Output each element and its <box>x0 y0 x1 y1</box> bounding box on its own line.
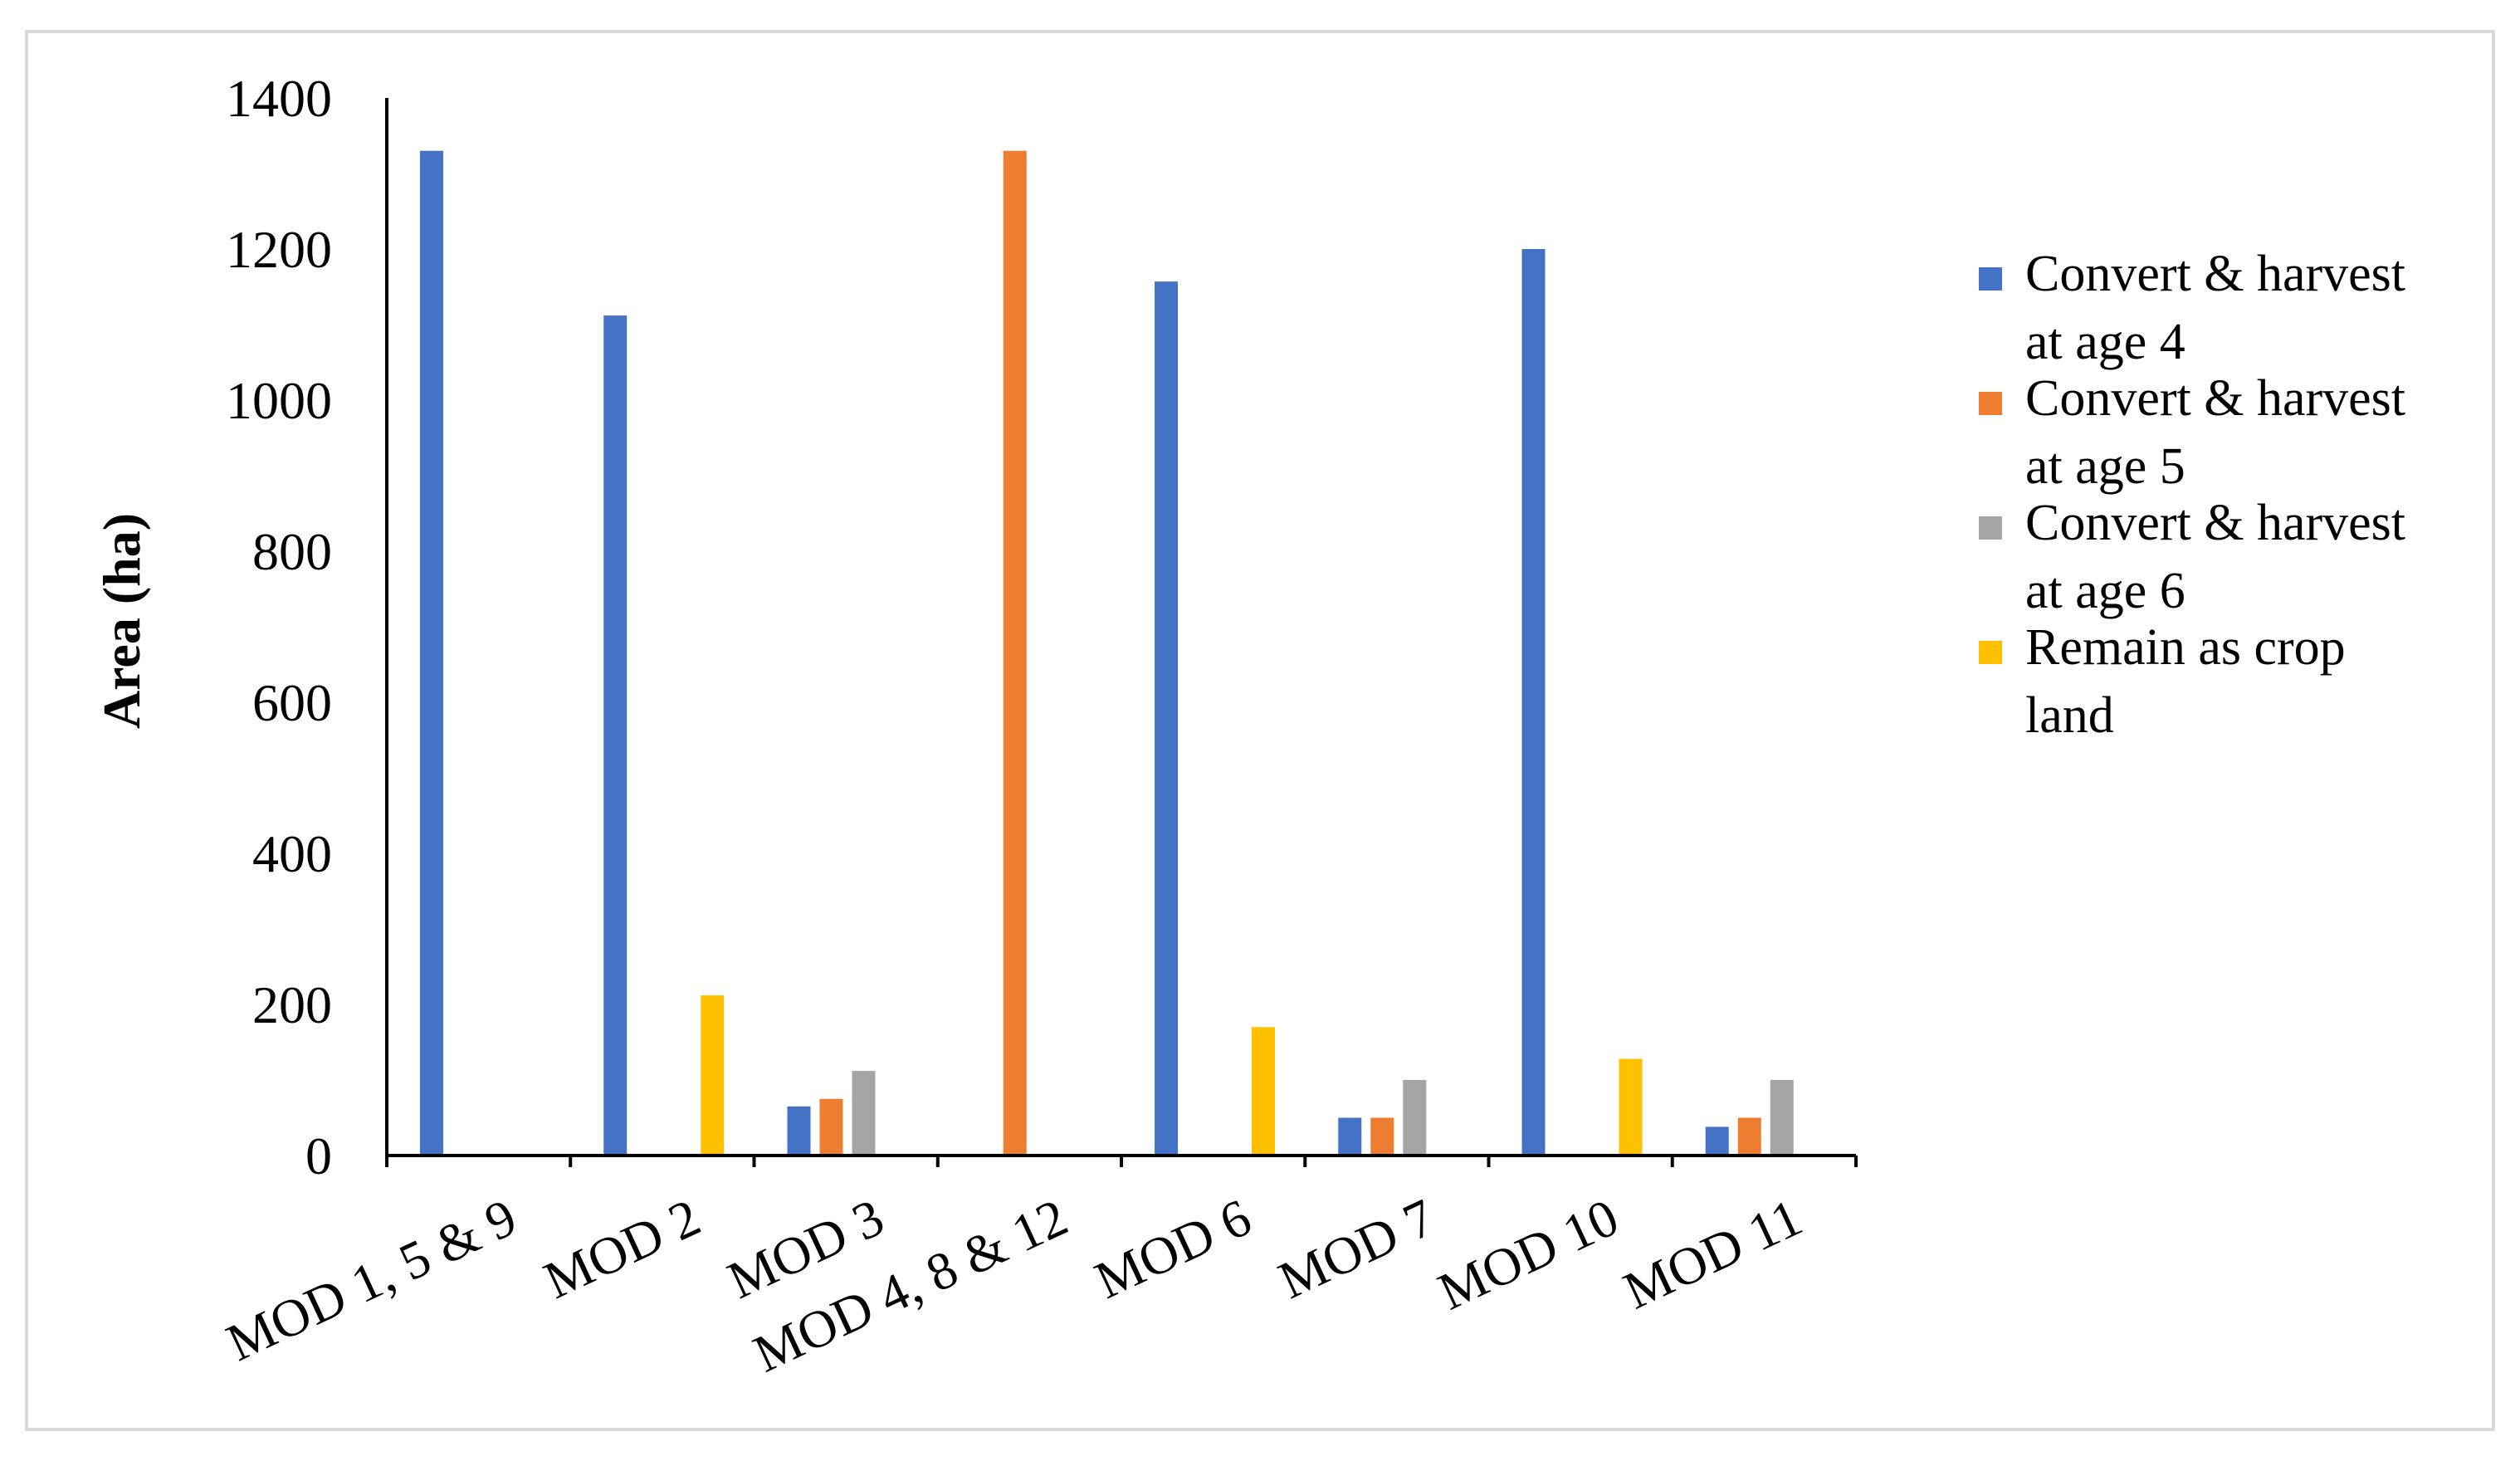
bar <box>701 995 725 1156</box>
bar <box>819 1098 843 1156</box>
legend-label: land <box>2025 687 2114 744</box>
bar <box>1155 281 1178 1156</box>
x-tick-label: MOD 7 <box>1270 1187 1443 1310</box>
bar <box>787 1106 811 1156</box>
y-tick-label: 0 <box>305 1126 332 1185</box>
bar <box>1737 1117 1761 1156</box>
y-tick-label: 1200 <box>226 220 332 279</box>
legend-label: at age 6 <box>2025 563 2185 619</box>
bar <box>420 150 443 1156</box>
legend-swatch <box>1979 392 2002 415</box>
legend-label: Convert & harvest <box>2025 370 2405 427</box>
legend-swatch <box>1979 516 2002 540</box>
y-tick-label: 600 <box>252 673 332 732</box>
x-tick-label: MOD 6 <box>1087 1187 1260 1310</box>
axes-group <box>385 98 1858 1167</box>
bar <box>1370 1117 1394 1156</box>
bar <box>603 315 628 1156</box>
legend-label: Convert & harvest <box>2025 246 2405 302</box>
bar <box>1003 150 1027 1156</box>
y-tick-label: 400 <box>252 824 332 883</box>
bars-group <box>420 150 1794 1156</box>
bar <box>1770 1080 1794 1156</box>
y-tick-label: 1000 <box>226 371 332 430</box>
x-tick-label: MOD 1, 5 & 9 <box>218 1187 525 1372</box>
y-tick-label: 800 <box>252 522 332 581</box>
bar <box>1403 1080 1427 1156</box>
legend-swatch <box>1979 267 2002 291</box>
legend-label: Convert & harvest <box>2025 495 2405 551</box>
y-axis-title: Area (ha) <box>92 513 151 729</box>
y-ticks-group: 0 200 400 600 800 1000 1200 1400 <box>226 69 332 1185</box>
legend-label: Remain as crop <box>2025 619 2346 676</box>
legend-label: at age 5 <box>2025 438 2185 495</box>
bar <box>1338 1117 1362 1156</box>
y-tick-label: 200 <box>252 975 332 1034</box>
bar <box>852 1071 876 1156</box>
legend-swatch <box>1979 641 2002 664</box>
x-tick-label: MOD 11 <box>1615 1187 1811 1320</box>
bar <box>1705 1126 1729 1156</box>
bar <box>1619 1058 1643 1156</box>
y-tick-label: 1400 <box>226 69 332 128</box>
x-tick-label: MOD 10 <box>1429 1187 1627 1321</box>
x-tick-label: MOD 2 <box>535 1187 709 1310</box>
legend-label: at age 4 <box>2025 314 2185 370</box>
bar <box>1252 1027 1275 1156</box>
bar <box>1521 249 1546 1156</box>
